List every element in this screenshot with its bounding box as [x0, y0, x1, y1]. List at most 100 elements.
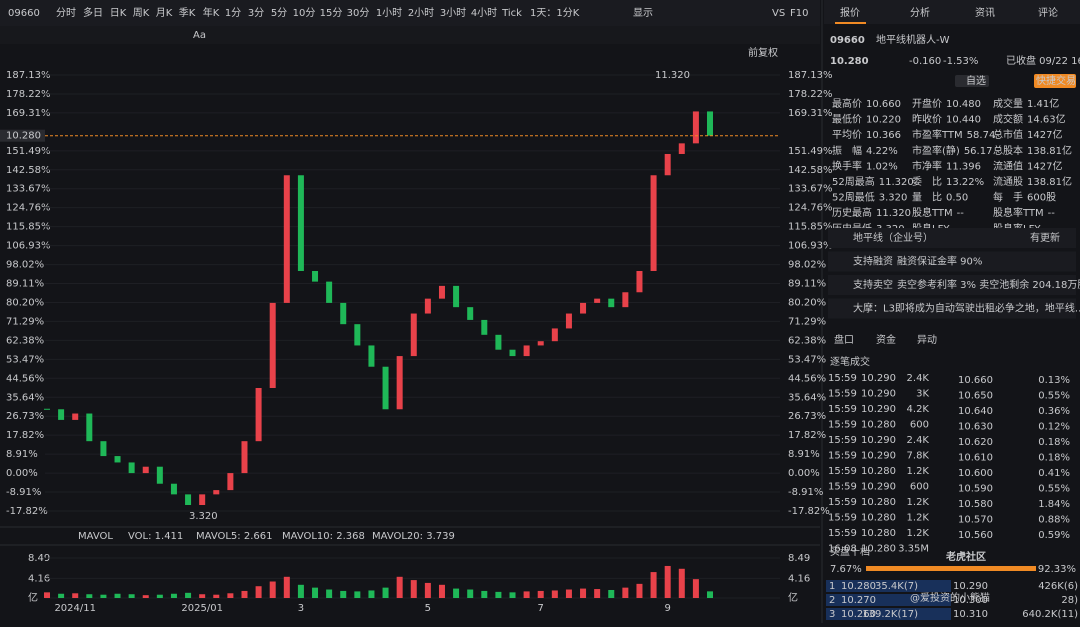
y-tick-label: 17.82% — [6, 430, 44, 441]
level-price: 10.630 — [958, 422, 993, 433]
volume-bar — [297, 584, 304, 598]
drawing-toolbar — [0, 26, 820, 44]
info-detail[interactable]: 卖空参考利率 3% 卖空池剩余 204.18万股 — [897, 278, 1080, 291]
trade-time: 15:59 — [828, 513, 857, 524]
stat-value: -- — [1048, 208, 1056, 219]
candle — [255, 387, 262, 442]
volume-bar — [156, 594, 163, 598]
bid-row — [826, 594, 951, 606]
volume-bar — [551, 590, 558, 598]
period-button[interactable]: 15分 — [320, 7, 343, 19]
trade-price: 10.290 — [861, 435, 896, 446]
panel-tab[interactable]: 盘口 — [834, 333, 854, 346]
volume-bar — [580, 588, 587, 598]
trade-volume: 1.2K — [907, 466, 930, 477]
y-tick-label: 169.31% — [6, 108, 51, 119]
period-button[interactable]: 1小时 — [376, 7, 402, 19]
info-row[interactable] — [828, 251, 1076, 272]
candle — [438, 285, 445, 299]
period-button[interactable]: 日K — [110, 8, 127, 19]
level-pct: 0.41% — [1038, 468, 1070, 479]
bid-row — [826, 608, 951, 620]
period-button[interactable]: 季K — [179, 7, 196, 19]
quote-tab[interactable]: 分析 — [910, 6, 930, 19]
trade-button[interactable] — [1034, 74, 1076, 88]
period-button[interactable]: Tick — [501, 8, 522, 19]
candle — [213, 490, 220, 495]
volume-bar — [467, 589, 474, 598]
y-tick-label: 187.13% — [6, 70, 51, 81]
y-tick-label: 124.76% — [788, 203, 833, 214]
period-button[interactable]: 5分 — [271, 7, 287, 19]
volume-bar — [410, 580, 417, 598]
display-button[interactable]: 显示 — [633, 7, 653, 19]
watch-label[interactable]: 自选 — [966, 74, 986, 87]
trade-volume: 600 — [910, 482, 929, 493]
info-row[interactable] — [828, 228, 1076, 248]
info-title[interactable]: 支持融资 — [853, 255, 893, 268]
trade-time: 15:59 — [828, 420, 857, 431]
period-button[interactable]: 周K — [133, 7, 150, 19]
section-title: 买盘十档 — [830, 545, 870, 558]
y-tick-label: 178.22% — [788, 89, 833, 100]
stat-label: 每 手 — [993, 191, 1023, 204]
info-title[interactable]: 大摩：L3即将成为自动驾驶出租必争之地，地平线... — [853, 302, 1080, 315]
adjust-label[interactable]: 前复权 — [748, 46, 778, 59]
stat-value: 10.366 — [866, 130, 901, 141]
range-select[interactable]: 1天：1分K — [530, 7, 580, 19]
watermark-author: @爱投资的小熊猫 — [910, 591, 990, 604]
y-tick-label: 26.73% — [788, 411, 826, 422]
stat-label: 流通股 — [993, 175, 1023, 188]
info-row[interactable] — [828, 298, 1076, 319]
volume-bar — [241, 590, 248, 598]
y-tick-label: -8.91% — [6, 487, 41, 498]
period-button[interactable]: 1分 — [225, 7, 241, 19]
f10-button[interactable]: F10 — [790, 8, 808, 19]
candle — [650, 175, 657, 271]
quote-tab[interactable]: 资讯 — [975, 7, 995, 19]
volume-bar — [72, 593, 79, 598]
candle — [269, 302, 276, 388]
info-detail[interactable]: 融资保证金率 90% — [897, 255, 982, 268]
bid-level: 2 — [829, 595, 835, 606]
period-button[interactable]: 30分 — [347, 7, 370, 19]
period-button[interactable]: 多日 — [83, 6, 103, 19]
stat-label: 最低价 — [832, 113, 862, 126]
period-button[interactable]: 年K — [203, 6, 220, 19]
panel-tab[interactable]: 异动 — [917, 334, 937, 346]
volume-bar — [170, 593, 177, 598]
quote-tab[interactable]: 报价 — [840, 6, 860, 19]
trade-volume: 1.2K — [907, 528, 930, 539]
candle — [185, 494, 192, 506]
trade-price: 10.280 — [861, 420, 896, 431]
period-button[interactable]: 分时 — [56, 7, 76, 19]
stat-label: 量 比 — [912, 192, 942, 204]
text-tool[interactable]: Aa — [193, 30, 206, 41]
candle — [297, 175, 304, 271]
candle — [424, 298, 431, 314]
candle — [199, 494, 206, 506]
trade-price: 10.280 — [861, 497, 896, 508]
info-row[interactable] — [828, 275, 1076, 295]
candle — [707, 111, 713, 136]
watch-button[interactable] — [955, 75, 989, 87]
volume-bar — [185, 592, 192, 598]
period-button[interactable]: 2小时 — [408, 7, 434, 19]
info-title[interactable]: 地平线（企业号） — [853, 231, 933, 244]
period-button[interactable]: 10分 — [293, 7, 316, 19]
panel-tab[interactable]: 资金 — [876, 333, 896, 346]
period-button[interactable]: 3小时 — [440, 7, 466, 19]
info-detail[interactable]: 有更新 — [1030, 231, 1060, 244]
vs-button[interactable]: VS — [772, 8, 785, 19]
stat-label: 52周最高 — [832, 175, 875, 188]
info-title[interactable]: 支持卖空 — [853, 278, 893, 291]
y-tick-label: 亿 — [28, 591, 38, 604]
period-button[interactable]: 4小时 — [471, 7, 497, 19]
y-tick-label: 106.93% — [6, 241, 51, 252]
period-button[interactable]: 3分 — [248, 7, 264, 19]
market-status: 已收盘 09/22 16:08 — [1006, 54, 1080, 67]
trade-label[interactable]: 快捷交易 — [1036, 74, 1076, 87]
quote-tab[interactable]: 评论 — [1038, 6, 1058, 19]
period-button[interactable]: 月K — [156, 7, 173, 19]
candle — [565, 313, 572, 329]
